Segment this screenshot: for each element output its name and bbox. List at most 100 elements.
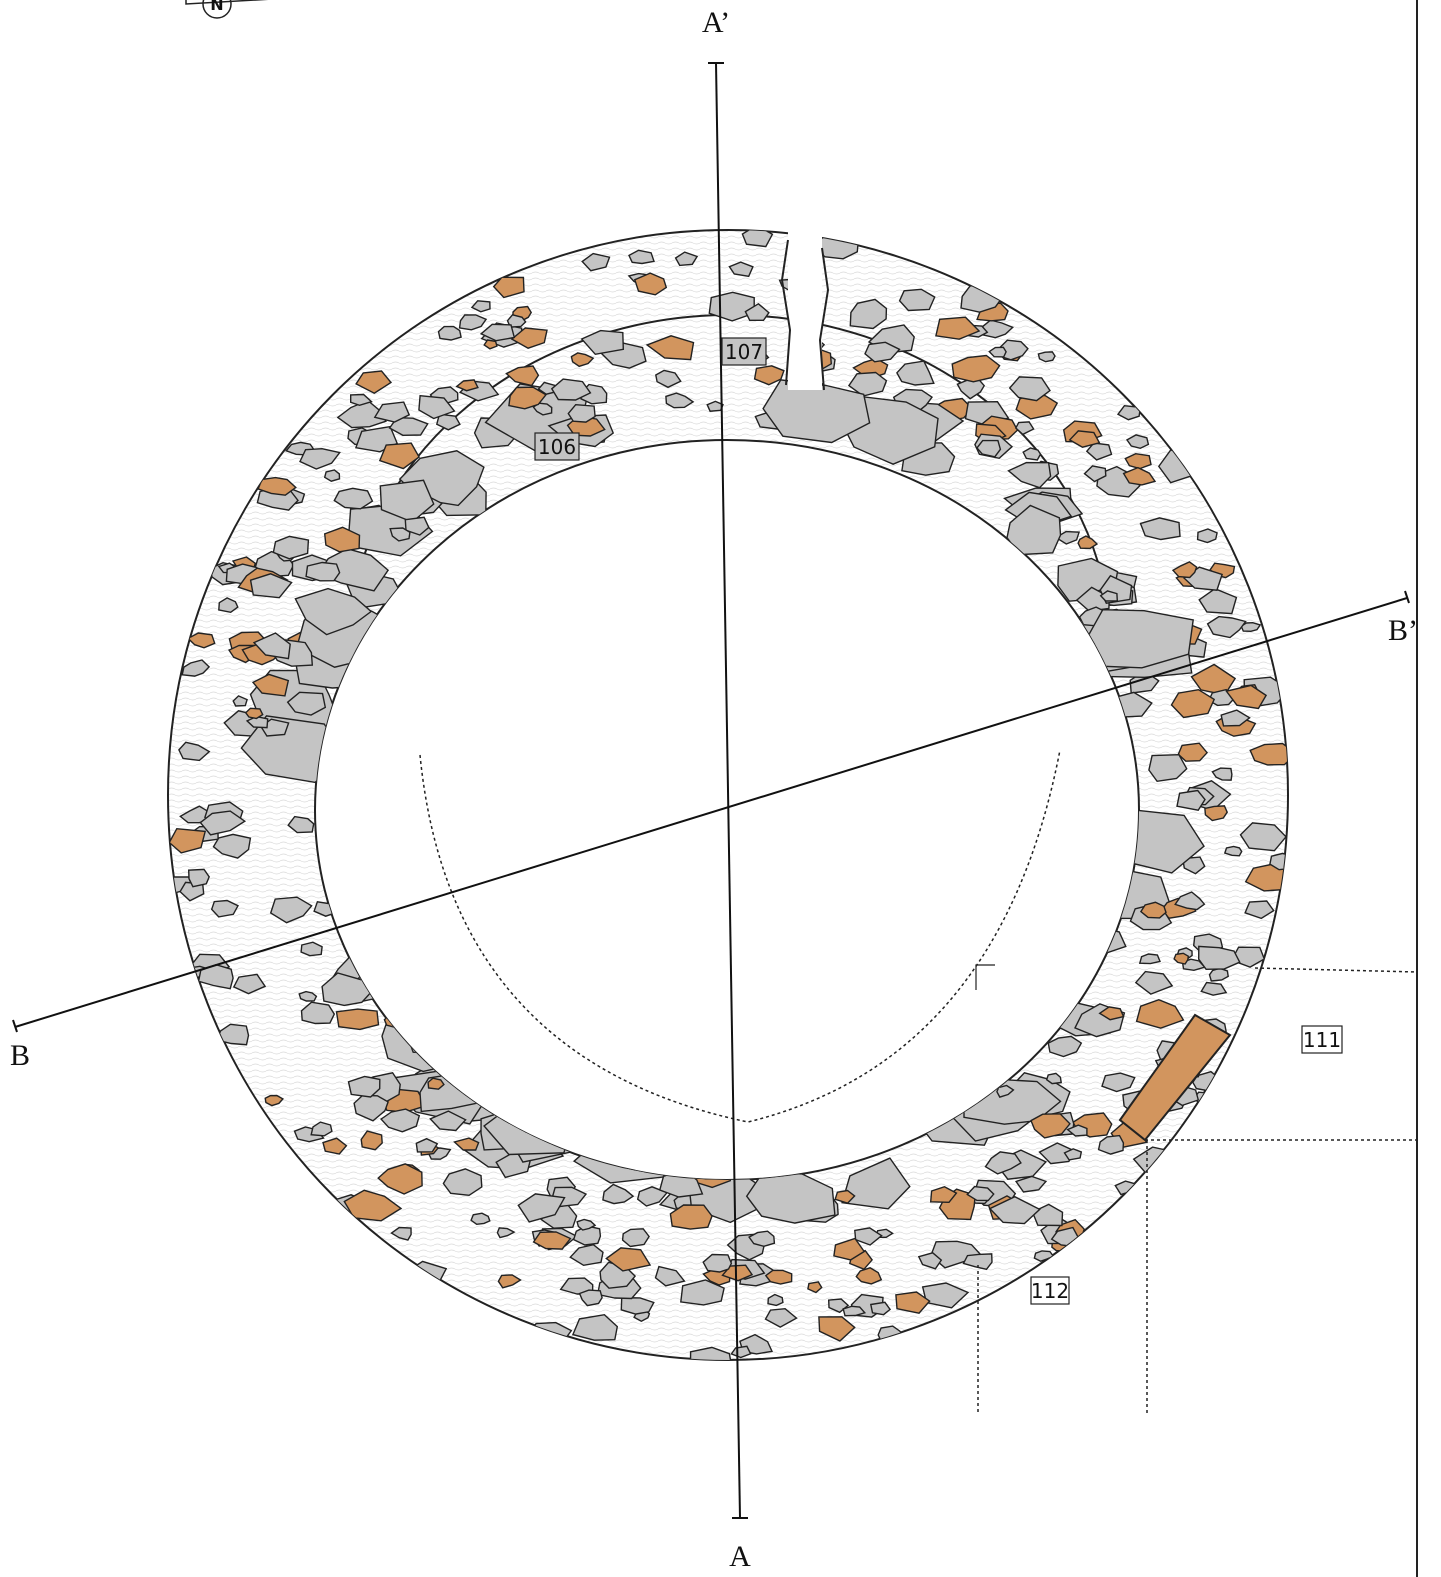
stone <box>429 1110 467 1132</box>
stone <box>1174 891 1206 911</box>
stone <box>418 394 456 420</box>
orange-stone <box>377 1163 423 1195</box>
stone <box>966 1185 995 1202</box>
stone <box>212 833 252 859</box>
orange-stone <box>323 526 361 553</box>
orange-stone <box>453 1137 480 1151</box>
stone <box>1097 1134 1125 1155</box>
orange-stone <box>721 1264 754 1282</box>
orange-stone <box>251 673 290 697</box>
stone <box>199 810 247 836</box>
stone <box>748 1230 776 1248</box>
stone <box>1125 434 1150 450</box>
stone <box>232 695 248 707</box>
stone <box>1239 822 1287 852</box>
stone <box>390 1226 412 1241</box>
orange-stone <box>895 1291 931 1314</box>
stone <box>581 252 611 272</box>
stone <box>210 899 239 918</box>
orange-stone <box>753 365 785 386</box>
stone <box>842 1305 867 1317</box>
stone <box>178 741 211 762</box>
stone <box>299 447 341 470</box>
orange-stone <box>833 1237 866 1261</box>
context-labels: 107 106 111 112 <box>534 337 1343 1305</box>
stone <box>621 1228 650 1248</box>
stone <box>1240 621 1262 633</box>
orange-stone <box>951 354 1001 383</box>
stone <box>1138 953 1161 965</box>
stone <box>1066 1124 1088 1137</box>
stone <box>1083 465 1107 483</box>
stone <box>1014 1175 1048 1193</box>
orange-stone <box>1077 535 1099 550</box>
orange-slab <box>1118 1013 1232 1142</box>
stone <box>988 1195 1041 1225</box>
section-label: B’ <box>1388 614 1418 647</box>
stone <box>506 314 527 328</box>
orange-stone <box>764 1269 793 1285</box>
orange-stone <box>532 1231 572 1250</box>
stone <box>300 941 323 957</box>
stone <box>532 402 553 416</box>
stone <box>762 379 871 444</box>
stone <box>1211 767 1233 781</box>
orange-stone <box>605 1247 652 1272</box>
stone <box>181 659 211 677</box>
stone <box>294 587 373 636</box>
stone <box>379 479 435 523</box>
stone <box>437 325 462 341</box>
stone <box>323 469 341 482</box>
orange-stone <box>483 339 498 350</box>
stone <box>674 251 699 267</box>
stone <box>1116 404 1142 421</box>
section-lines <box>12 62 1410 1519</box>
orange-stone <box>1225 684 1268 710</box>
stone <box>517 1193 566 1223</box>
stone <box>1139 517 1181 541</box>
entrance-gap <box>788 220 822 390</box>
orange-stone <box>929 1185 958 1204</box>
stone <box>569 1243 604 1267</box>
dotted-outline <box>419 749 1061 1123</box>
stone <box>470 300 491 313</box>
orange-stone <box>492 276 525 299</box>
orange-stone <box>455 379 479 392</box>
stone <box>1134 970 1174 995</box>
stone <box>1198 587 1238 615</box>
orange-stone <box>378 442 421 470</box>
stone <box>1045 1072 1062 1085</box>
stone <box>435 413 461 431</box>
stone <box>841 1157 911 1210</box>
stone <box>1196 528 1218 544</box>
stone <box>620 1297 655 1315</box>
stone <box>628 249 655 265</box>
stone <box>1037 351 1056 363</box>
orange-stone <box>335 1008 380 1031</box>
stone <box>496 1227 516 1239</box>
orange-stone <box>508 386 547 410</box>
orange-stone <box>669 1204 713 1230</box>
stone <box>300 1001 336 1025</box>
stone <box>305 561 341 582</box>
stone <box>680 1279 725 1306</box>
stone <box>576 1218 597 1231</box>
stone <box>550 378 592 401</box>
orange-stone <box>322 1137 348 1155</box>
stone <box>479 323 516 342</box>
orange-stone <box>834 1189 856 1204</box>
stone <box>272 535 310 560</box>
stone <box>1008 376 1051 402</box>
stone <box>578 1289 603 1307</box>
stone <box>232 973 267 995</box>
stone <box>741 230 774 248</box>
orange-stone <box>1170 688 1216 719</box>
stone <box>380 1108 421 1133</box>
stone <box>764 1307 798 1328</box>
stone <box>1220 709 1251 727</box>
stone <box>298 990 318 1002</box>
stone <box>730 1345 752 1359</box>
stone <box>1208 967 1229 982</box>
stone <box>864 341 901 363</box>
